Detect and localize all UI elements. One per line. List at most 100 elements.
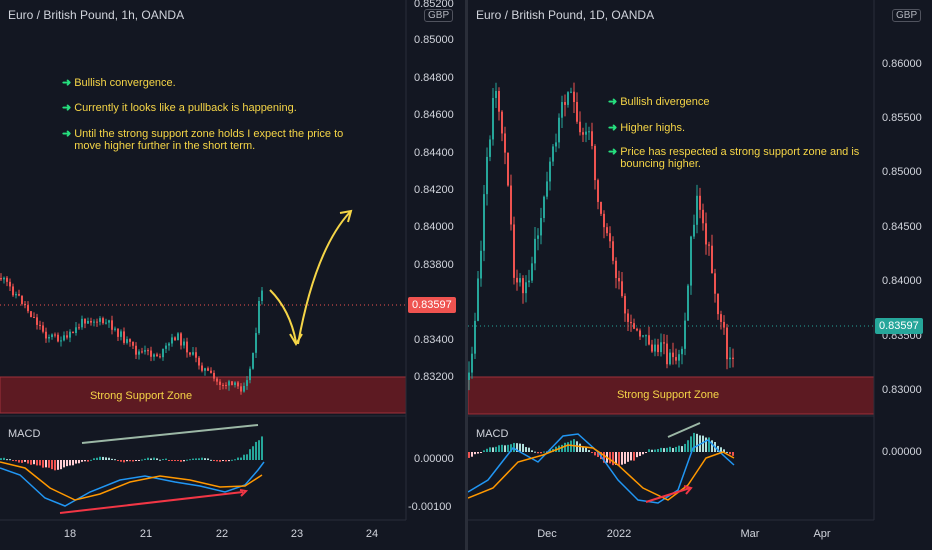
- macd-histogram-bar: [543, 451, 545, 453]
- candle-body: [6, 277, 8, 282]
- macd-histogram-bar: [516, 443, 518, 452]
- macd-histogram-bar: [564, 442, 566, 452]
- candle-body: [528, 280, 530, 283]
- candle-body: [474, 320, 476, 354]
- candle-body: [486, 156, 488, 195]
- price-axis-label: 0.84800: [414, 72, 454, 84]
- macd-histogram-bar: [207, 458, 209, 460]
- macd-histogram-bar: [696, 433, 698, 452]
- macd-histogram-bar: [492, 447, 494, 452]
- symbol-title[interactable]: Euro / British Pound, 1D, OANDA: [476, 8, 655, 22]
- macd-histogram-bar: [162, 459, 164, 461]
- annotation-note: ➜ Until the strong support zone holds I e…: [62, 128, 344, 152]
- arrow-right-icon: ➜: [62, 128, 72, 140]
- macd-histogram-bar: [603, 452, 605, 463]
- candle-body: [189, 352, 191, 355]
- candle-body: [645, 335, 647, 337]
- candle-body: [498, 90, 500, 112]
- candle-body: [27, 305, 29, 312]
- macd-histogram-bar: [105, 457, 107, 460]
- macd-histogram-bar: [102, 456, 104, 460]
- indicator-label[interactable]: MACD: [8, 428, 41, 440]
- candle-body: [516, 277, 518, 283]
- macd-histogram-bar: [225, 460, 227, 462]
- trendline: [59, 491, 244, 514]
- candle-body: [702, 209, 704, 224]
- macd-histogram-bar: [117, 460, 119, 461]
- macd-histogram-bar: [627, 452, 629, 462]
- macd-histogram-bar: [528, 447, 530, 452]
- macd-histogram-bar: [711, 440, 713, 452]
- trendline: [81, 424, 259, 444]
- candle-body: [507, 152, 509, 186]
- macd-histogram-bar: [261, 436, 263, 460]
- macd-histogram-bar: [729, 452, 731, 455]
- candle-body: [696, 195, 698, 225]
- candle-body: [3, 277, 5, 280]
- candle-body: [210, 370, 212, 373]
- candle-body: [63, 335, 65, 341]
- candle-body: [588, 131, 590, 133]
- candle-body: [726, 327, 728, 360]
- macd-histogram-bar: [594, 452, 596, 456]
- candle-body: [48, 337, 50, 339]
- candle-body: [540, 218, 542, 236]
- candle-body: [204, 368, 206, 371]
- macd-histogram-bar: [93, 458, 95, 460]
- macd-histogram-bar: [237, 457, 239, 460]
- macd-histogram-bar: [36, 460, 38, 466]
- indicator-label[interactable]: MACD: [476, 428, 509, 440]
- time-axis-label: 24: [365, 528, 379, 540]
- macd-histogram-bar: [219, 460, 221, 462]
- price-axis-label: 0.83200: [414, 371, 454, 383]
- macd-histogram-bar: [477, 452, 479, 454]
- signal-line: [0, 461, 263, 501]
- candle-body: [555, 142, 557, 147]
- candle-body: [219, 381, 221, 385]
- candle-body: [33, 317, 35, 319]
- candle-body: [57, 334, 59, 342]
- candle-body: [261, 290, 263, 301]
- candle-body: [168, 343, 170, 346]
- candle-body: [201, 365, 203, 371]
- candle-body: [120, 331, 122, 337]
- macd-histogram-bar: [204, 458, 206, 460]
- chart-pane-1d[interactable]: Euro / British Pound, 1D, OANDA GBP ➜ Bul…: [468, 0, 932, 550]
- candle-body: [246, 380, 248, 386]
- candle-body: [615, 260, 617, 279]
- candle-body: [183, 341, 185, 346]
- time-axis-label: 18: [63, 528, 77, 540]
- candle-body: [618, 278, 620, 282]
- macd-histogram-bar: [114, 459, 116, 461]
- support-zone: [468, 376, 875, 415]
- macd-histogram-bar: [54, 460, 56, 471]
- macd-histogram-bar: [3, 457, 5, 460]
- macd-histogram-bar: [570, 440, 572, 452]
- candle-body: [30, 311, 32, 318]
- macd-histogram-bar: [669, 446, 671, 452]
- macd-histogram-bar: [21, 460, 23, 463]
- macd-axis-label: 0.00000: [414, 453, 454, 465]
- chart-canvas-1h[interactable]: [0, 0, 465, 550]
- macd-histogram-bar: [591, 452, 593, 453]
- chart-canvas-1d[interactable]: [468, 0, 932, 550]
- candle-body: [492, 98, 494, 140]
- pane-divider[interactable]: [465, 0, 468, 550]
- price-axis-label: 0.84600: [414, 109, 454, 121]
- candle-body: [606, 227, 608, 234]
- symbol-title[interactable]: Euro / British Pound, 1h, OANDA: [8, 8, 185, 22]
- macd-histogram-bar: [126, 460, 128, 462]
- macd-histogram-bar: [480, 452, 482, 453]
- macd-histogram-bar: [45, 460, 47, 468]
- candle-body: [720, 314, 722, 322]
- macd-histogram-bar: [585, 447, 587, 452]
- macd-histogram-bar: [87, 460, 89, 462]
- chart-pane-1h[interactable]: Euro / British Pound, 1h, OANDA GBP ➜ Bul…: [0, 0, 465, 550]
- candle-body: [78, 327, 80, 329]
- macd-histogram-bar: [588, 450, 590, 452]
- candle-body: [672, 352, 674, 358]
- candle-body: [42, 325, 44, 332]
- macd-histogram-bar: [621, 452, 623, 465]
- macd-histogram-bar: [168, 460, 170, 461]
- macd-histogram-bar: [147, 457, 149, 460]
